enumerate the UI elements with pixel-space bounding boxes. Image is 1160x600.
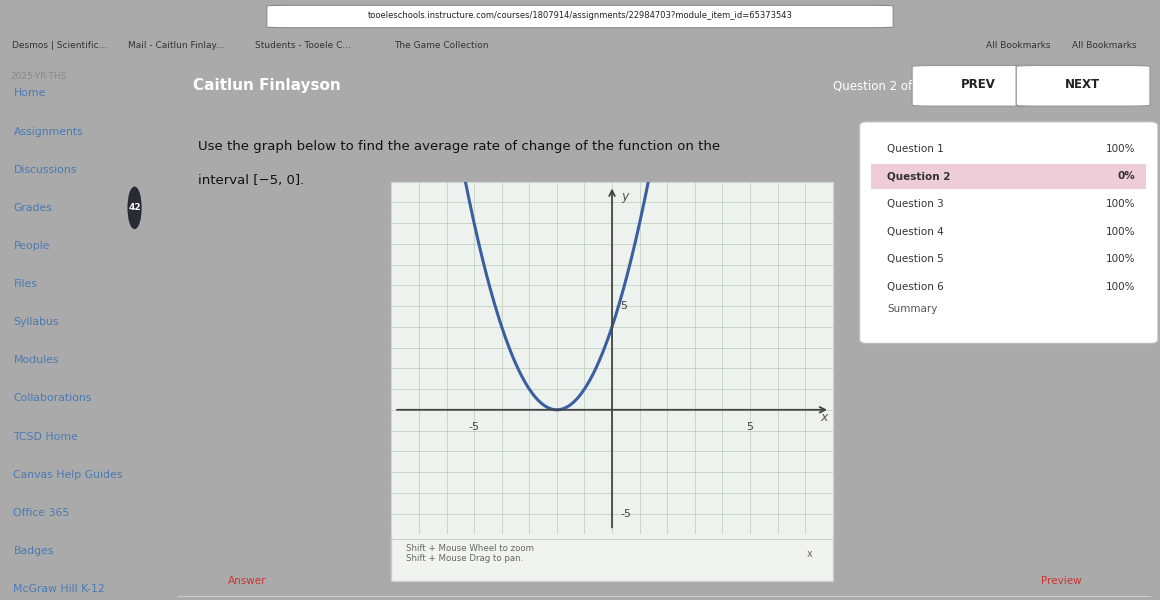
FancyBboxPatch shape	[391, 182, 833, 581]
Text: 100%: 100%	[1105, 254, 1136, 264]
Text: 100%: 100%	[1105, 144, 1136, 154]
Text: All Bookmarks: All Bookmarks	[986, 41, 1051, 50]
Text: interval [−5, 0].: interval [−5, 0].	[198, 174, 304, 187]
FancyBboxPatch shape	[267, 5, 893, 28]
Text: Assignments: Assignments	[14, 127, 84, 137]
FancyBboxPatch shape	[860, 122, 1158, 344]
Text: Question 2: Question 2	[887, 172, 951, 181]
Text: -5: -5	[621, 509, 631, 518]
Text: y: y	[622, 190, 629, 203]
Text: 5: 5	[621, 301, 628, 311]
Text: Office 365: Office 365	[14, 508, 70, 518]
Text: Caitlun Finlayson: Caitlun Finlayson	[193, 79, 341, 94]
Text: Students - Tooele C...: Students - Tooele C...	[255, 41, 351, 50]
Text: Question 2 of 6: Question 2 of 6	[833, 79, 923, 92]
Text: Files: Files	[14, 279, 37, 289]
Text: 100%: 100%	[1105, 282, 1136, 292]
Text: Home: Home	[14, 88, 46, 98]
Text: x: x	[821, 411, 828, 424]
Text: Answer: Answer	[229, 575, 267, 586]
Text: Collaborations: Collaborations	[14, 394, 92, 403]
Text: Syllabus: Syllabus	[14, 317, 59, 327]
Text: Modules: Modules	[14, 355, 59, 365]
FancyBboxPatch shape	[1016, 65, 1150, 106]
Text: Mail - Caitlun Finlay...: Mail - Caitlun Finlay...	[128, 41, 224, 50]
Text: Canvas Help Guides: Canvas Help Guides	[14, 470, 123, 480]
Text: x: x	[807, 549, 813, 559]
Text: Badges: Badges	[14, 546, 55, 556]
Text: -5: -5	[469, 422, 479, 432]
Text: Preview: Preview	[1041, 575, 1081, 586]
Text: Discussions: Discussions	[14, 164, 77, 175]
Text: tooeleschools.instructure.com/courses/1807914/assignments/22984703?module_item_i: tooeleschools.instructure.com/courses/18…	[368, 11, 792, 20]
Text: Question 4: Question 4	[887, 227, 944, 236]
Text: The Game Collection: The Game Collection	[394, 41, 488, 50]
Text: McGraw Hill K-12: McGraw Hill K-12	[14, 584, 106, 594]
Text: Use the graph below to find the average rate of change of the function on the: Use the graph below to find the average …	[198, 140, 720, 153]
Text: Grades: Grades	[14, 203, 52, 213]
Circle shape	[128, 187, 142, 229]
Text: PREV: PREV	[962, 78, 996, 91]
Text: 100%: 100%	[1105, 199, 1136, 209]
FancyBboxPatch shape	[912, 65, 1046, 106]
Text: People: People	[14, 241, 50, 251]
Text: 2025-YR-THS: 2025-YR-THS	[10, 72, 66, 81]
Text: 0%: 0%	[1117, 172, 1136, 181]
Text: Summary: Summary	[887, 304, 937, 314]
Text: Question 1: Question 1	[887, 144, 944, 154]
FancyBboxPatch shape	[871, 164, 1146, 189]
Text: Shift + Mouse Wheel to zoom
Shift + Mouse Drag to pan.: Shift + Mouse Wheel to zoom Shift + Mous…	[406, 544, 535, 563]
Text: 100%: 100%	[1105, 227, 1136, 236]
Text: NEXT: NEXT	[1065, 78, 1100, 91]
Text: Question 6: Question 6	[887, 282, 944, 292]
Text: Question 5: Question 5	[887, 254, 944, 264]
Text: TCSD Home: TCSD Home	[14, 431, 78, 442]
Text: Desmos | Scientific...: Desmos | Scientific...	[12, 41, 107, 50]
Text: All Bookmarks: All Bookmarks	[1072, 41, 1137, 50]
Text: 42: 42	[129, 203, 140, 212]
Text: Question 3: Question 3	[887, 199, 944, 209]
Text: 5: 5	[746, 422, 754, 432]
